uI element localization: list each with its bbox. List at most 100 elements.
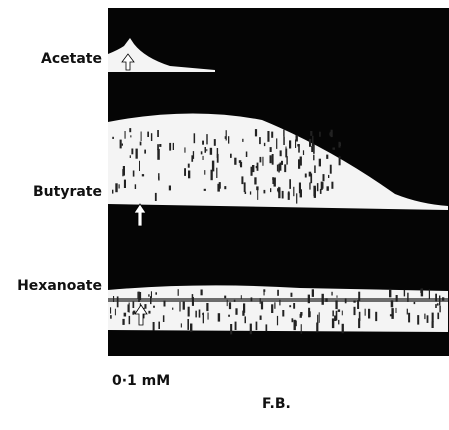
noise-speck xyxy=(319,188,322,194)
noise-speck xyxy=(122,318,125,325)
noise-speck xyxy=(202,155,204,160)
noise-speck xyxy=(226,299,228,307)
noise-speck xyxy=(255,166,258,169)
noise-speck xyxy=(389,314,393,317)
noise-speck xyxy=(272,177,275,181)
noise-speck xyxy=(300,312,303,316)
noise-speck xyxy=(313,154,315,161)
noise-speck xyxy=(270,188,272,193)
noise-speck xyxy=(200,289,203,296)
noise-speck xyxy=(407,292,409,302)
noise-speck xyxy=(122,166,125,176)
noise-speck xyxy=(276,138,278,149)
noise-speck xyxy=(431,321,434,328)
noise-speck xyxy=(135,148,138,159)
noise-speck xyxy=(436,303,439,306)
trace-label: Butyrate xyxy=(33,184,102,200)
noise-speck xyxy=(272,179,274,184)
acetate-arrow xyxy=(121,53,135,71)
noise-speck xyxy=(364,308,366,316)
noise-speck xyxy=(283,136,285,145)
hexanoate-arrow xyxy=(134,304,148,326)
noise-speck xyxy=(299,189,302,198)
noise-speck xyxy=(413,301,416,305)
noise-speck xyxy=(168,185,171,191)
noise-speck xyxy=(390,300,394,308)
noise-speck xyxy=(242,310,245,316)
noise-speck xyxy=(216,153,219,163)
noise-speck xyxy=(157,130,159,137)
noise-speck xyxy=(263,142,266,147)
noise-speck xyxy=(128,315,131,325)
noise-speck xyxy=(230,153,232,158)
noise-speck xyxy=(204,147,206,153)
noise-speck xyxy=(313,143,315,154)
noise-speck xyxy=(119,139,122,149)
noise-speck xyxy=(395,307,397,313)
noise-speck xyxy=(265,324,268,332)
noise-speck xyxy=(244,191,247,194)
noise-speck xyxy=(163,300,166,307)
noise-speck xyxy=(335,300,338,310)
noise-speck xyxy=(291,318,294,323)
noise-speck xyxy=(233,299,236,302)
noise-speck xyxy=(337,309,341,312)
noise-speck xyxy=(439,295,441,306)
noise-speck xyxy=(293,319,296,331)
noise-speck xyxy=(332,147,335,150)
noise-speck xyxy=(240,295,242,300)
noise-speck xyxy=(298,182,301,194)
noise-speck xyxy=(112,136,114,139)
noise-speck xyxy=(341,310,343,316)
butyrate-arrow xyxy=(133,203,147,227)
noise-speck xyxy=(335,310,338,321)
noise-speck xyxy=(262,156,264,166)
noise-speck xyxy=(228,136,230,144)
noise-speck xyxy=(276,315,279,326)
noise-speck xyxy=(428,289,430,300)
noise-speck xyxy=(200,151,203,155)
noise-speck xyxy=(129,128,132,133)
noise-speck xyxy=(129,155,131,158)
noise-speck xyxy=(311,289,314,297)
noise-speck xyxy=(206,149,208,152)
noise-speck xyxy=(179,301,181,312)
noise-speck xyxy=(249,323,252,335)
noise-speck xyxy=(439,305,441,313)
noise-speck xyxy=(338,319,340,325)
noise-speck xyxy=(406,308,408,315)
noise-speck xyxy=(403,289,406,297)
noise-speck xyxy=(150,296,152,305)
noise-speck xyxy=(311,146,314,152)
noise-speck xyxy=(172,142,174,150)
noise-speck xyxy=(180,323,182,328)
noise-speck xyxy=(321,293,324,305)
noise-speck xyxy=(150,291,152,298)
noise-speck xyxy=(216,167,218,178)
noise-speck xyxy=(184,147,186,153)
noise-speck xyxy=(269,147,272,152)
noise-speck xyxy=(192,151,195,159)
noise-speck xyxy=(332,310,334,317)
noise-speck xyxy=(128,302,130,313)
noise-speck xyxy=(281,190,284,199)
noise-speck xyxy=(271,154,274,165)
noise-speck xyxy=(127,304,130,313)
noise-speck xyxy=(289,179,291,189)
noise-speck xyxy=(121,143,123,146)
noise-speck xyxy=(177,289,179,296)
acetate-trace xyxy=(108,38,215,72)
noise-speck xyxy=(169,142,172,151)
noise-speck xyxy=(113,296,115,302)
noise-speck xyxy=(300,324,302,334)
noise-speck xyxy=(210,169,213,181)
noise-speck xyxy=(263,289,266,292)
noise-speck xyxy=(309,138,312,147)
noise-speck xyxy=(426,315,429,323)
noise-speck xyxy=(209,147,213,155)
noise-speck xyxy=(158,321,160,329)
noise-speck xyxy=(375,311,378,322)
noise-speck xyxy=(312,135,314,147)
noise-speck xyxy=(263,291,265,296)
